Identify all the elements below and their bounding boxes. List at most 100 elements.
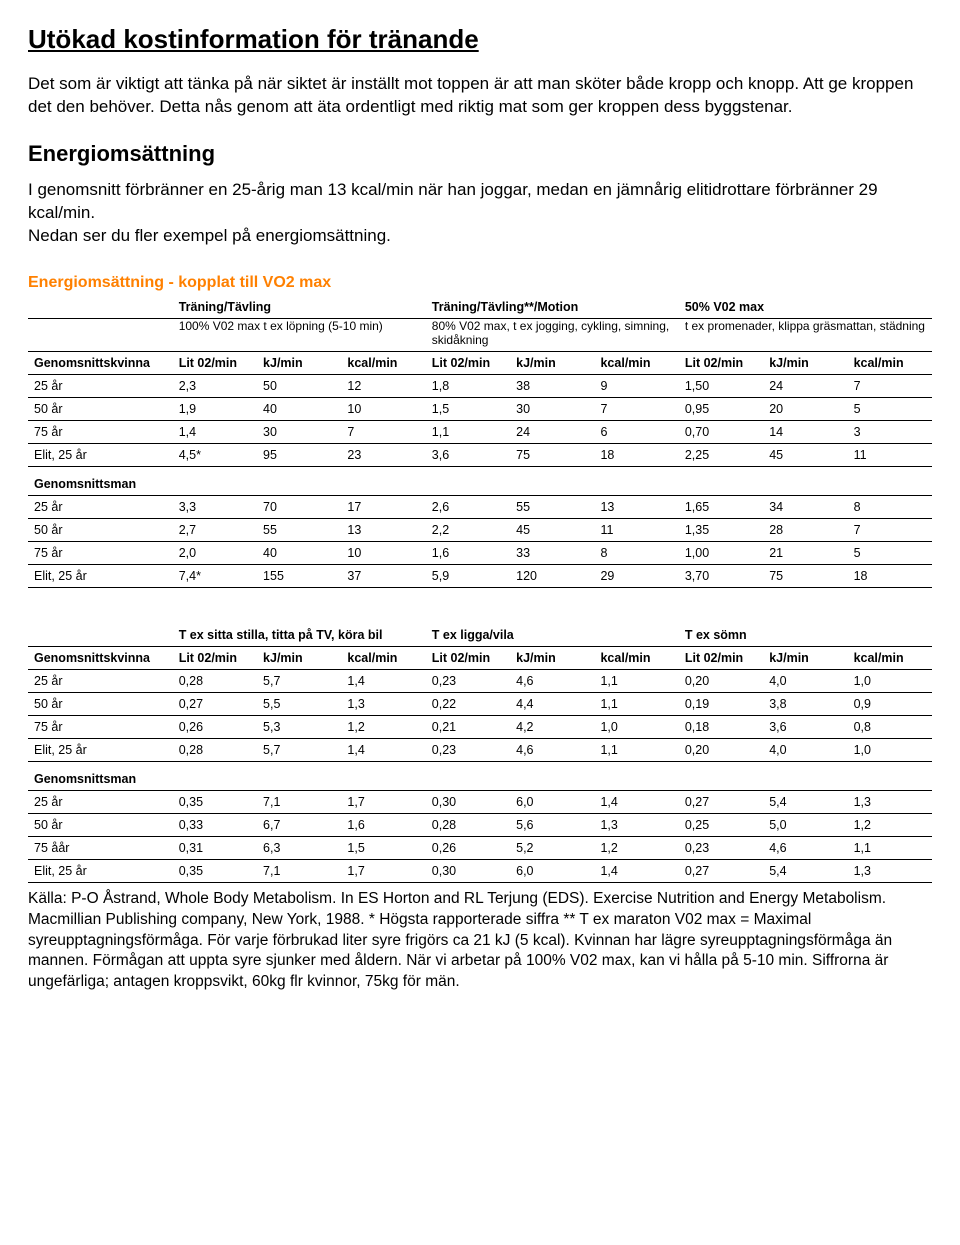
cell: 30 — [510, 397, 594, 420]
row-label: 75 åår — [28, 836, 173, 859]
row-label: 25 år — [28, 790, 173, 813]
intro-paragraph: Det som är viktigt att tänka på när sikt… — [28, 73, 932, 119]
table-row: Elit, 25 år7,4*155375,9120293,707518 — [28, 564, 932, 587]
col-sub: kcal/min — [341, 646, 425, 669]
cell: 0,27 — [173, 692, 257, 715]
cell: 1,65 — [679, 495, 763, 518]
cell: 38 — [510, 374, 594, 397]
row-label: 50 år — [28, 397, 173, 420]
cell: 5,4 — [763, 790, 847, 813]
cell: 3,6 — [426, 443, 510, 466]
cell: 45 — [510, 518, 594, 541]
cell: 6,0 — [510, 790, 594, 813]
cell: 24 — [510, 420, 594, 443]
table-row: 75 år0,265,31,20,214,21,00,183,60,8 — [28, 715, 932, 738]
cell: 7,1 — [257, 790, 341, 813]
cell: 2,6 — [426, 495, 510, 518]
cell: 0,31 — [173, 836, 257, 859]
cell: 1,6 — [426, 541, 510, 564]
group-desc: t ex promenader, klippa gräsmattan, städ… — [679, 318, 932, 351]
cell: 11 — [848, 443, 932, 466]
cell: 1,1 — [594, 669, 678, 692]
row-label: 25 år — [28, 374, 173, 397]
row-label: 50 år — [28, 518, 173, 541]
cell: 95 — [257, 443, 341, 466]
group-desc: 100% V02 max t ex löpning (5-10 min) — [173, 318, 426, 351]
col-sub: Lit 02/min — [173, 351, 257, 374]
cell: 5,3 — [257, 715, 341, 738]
cell: 29 — [594, 564, 678, 587]
table-row: 25 år0,285,71,40,234,61,10,204,01,0 — [28, 669, 932, 692]
group-header: Träning/Tävling**/Motion — [426, 296, 679, 319]
cell: 5,7 — [257, 669, 341, 692]
table1: Träning/TävlingTräning/Tävling**/Motion5… — [28, 296, 932, 588]
cell: 2,2 — [426, 518, 510, 541]
cell: 5,9 — [426, 564, 510, 587]
rowhead-label: Genomsnittskvinna — [28, 646, 173, 669]
cell: 5 — [848, 397, 932, 420]
cell: 0,95 — [679, 397, 763, 420]
rowhead-label: Genomsnittskvinna — [28, 351, 173, 374]
section-label: Genomsnittsman — [28, 761, 932, 790]
cell: 0,27 — [679, 859, 763, 882]
table-row: Elit, 25 år0,285,71,40,234,61,10,204,01,… — [28, 738, 932, 761]
cell: 75 — [763, 564, 847, 587]
row-label: 25 år — [28, 669, 173, 692]
cell: 50 — [257, 374, 341, 397]
cell: 0,19 — [679, 692, 763, 715]
table-row: 25 år2,350121,83891,50247 — [28, 374, 932, 397]
col-sub: kcal/min — [594, 646, 678, 669]
cell: 2,7 — [173, 518, 257, 541]
row-label: 75 år — [28, 541, 173, 564]
cell: 9 — [594, 374, 678, 397]
cell: 1,00 — [679, 541, 763, 564]
cell: 4,0 — [763, 738, 847, 761]
table2: T ex sitta stilla, titta på TV, köra bil… — [28, 624, 932, 883]
cell: 2,3 — [173, 374, 257, 397]
cell: 33 — [510, 541, 594, 564]
col-sub: kcal/min — [848, 351, 932, 374]
row-label: 50 år — [28, 813, 173, 836]
cell: 0,30 — [426, 859, 510, 882]
cell: 1,3 — [848, 790, 932, 813]
cell: 30 — [257, 420, 341, 443]
footnote: Källa: P-O Åstrand, Whole Body Metabolis… — [28, 889, 932, 994]
col-sub: Lit 02/min — [173, 646, 257, 669]
cell: 0,8 — [848, 715, 932, 738]
group-header: T ex ligga/vila — [426, 624, 679, 647]
cell: 5,0 — [763, 813, 847, 836]
cell: 0,28 — [173, 669, 257, 692]
row-label: 75 år — [28, 420, 173, 443]
cell: 1,4 — [594, 790, 678, 813]
cell: 0,30 — [426, 790, 510, 813]
cell: 0,35 — [173, 790, 257, 813]
cell: 75 — [510, 443, 594, 466]
col-sub: kcal/min — [848, 646, 932, 669]
cell: 0,21 — [426, 715, 510, 738]
section-heading: Energiomsättning — [28, 141, 932, 167]
cell: 0,33 — [173, 813, 257, 836]
row-label: 75 år — [28, 715, 173, 738]
col-sub: Lit 02/min — [426, 646, 510, 669]
cell: 28 — [763, 518, 847, 541]
cell: 24 — [763, 374, 847, 397]
row-label: Elit, 25 år — [28, 859, 173, 882]
group-header: T ex sömn — [679, 624, 932, 647]
cell: 1,4 — [173, 420, 257, 443]
cell: 1,6 — [341, 813, 425, 836]
section-body: I genomsnitt förbränner en 25-årig man 1… — [28, 179, 932, 248]
cell: 0,23 — [679, 836, 763, 859]
cell: 0,27 — [679, 790, 763, 813]
cell: 4,4 — [510, 692, 594, 715]
group-desc: 80% V02 max, t ex jogging, cykling, simn… — [426, 318, 679, 351]
section-label: Genomsnittsman — [28, 466, 932, 495]
cell: 1,0 — [848, 669, 932, 692]
cell: 11 — [594, 518, 678, 541]
col-sub: kJ/min — [510, 646, 594, 669]
group-header: 50% V02 max — [679, 296, 932, 319]
table-row: 25 år3,370172,655131,65348 — [28, 495, 932, 518]
cell: 10 — [341, 397, 425, 420]
cell: 5,4 — [763, 859, 847, 882]
cell: 1,2 — [594, 836, 678, 859]
cell: 7 — [594, 397, 678, 420]
